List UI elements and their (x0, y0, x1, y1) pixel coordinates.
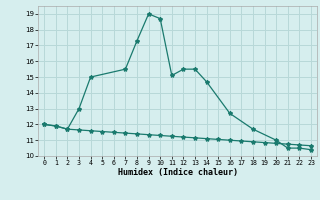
X-axis label: Humidex (Indice chaleur): Humidex (Indice chaleur) (118, 168, 238, 177)
